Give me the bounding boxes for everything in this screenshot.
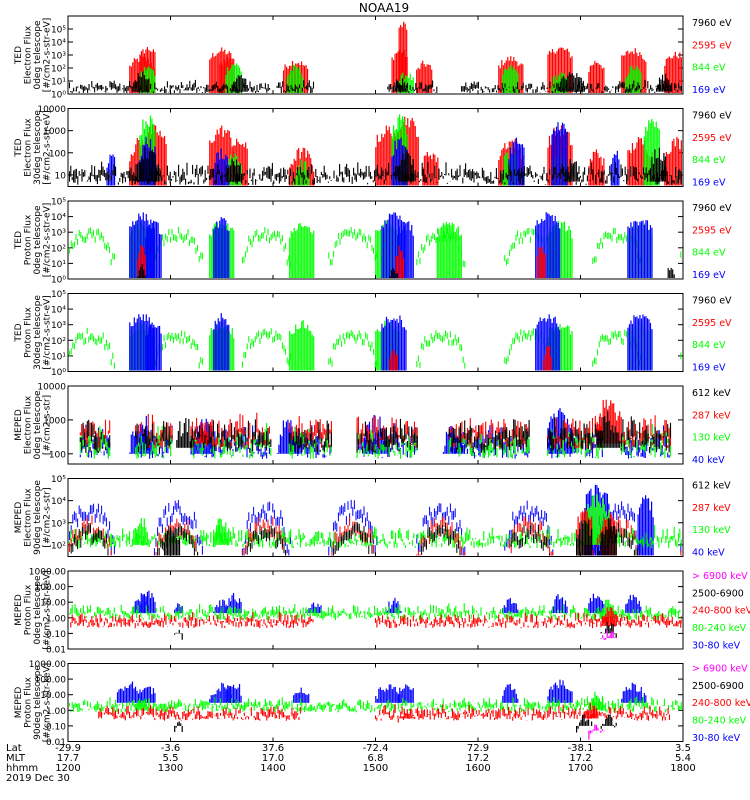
y-tick-label: 10⁰	[51, 91, 66, 101]
legend-entry: 169 eV	[692, 270, 726, 281]
legend-entry: 169 eV	[692, 362, 726, 373]
legend-entry: 287 keV	[692, 503, 731, 514]
y-tick-label: 10³	[51, 519, 66, 529]
series-black	[69, 147, 682, 185]
y-tick-label: 100	[49, 149, 66, 159]
y-axis-label: TEDElectron Flux0deg telescope[#/cm2-s-s…	[14, 18, 53, 93]
legend-entry: 7960 eV	[692, 296, 732, 307]
chart-title: NOAA19	[359, 1, 409, 15]
series-black	[137, 264, 675, 278]
legend-entry: 844 eV	[692, 63, 726, 74]
legend-entry: 2595 eV	[692, 40, 732, 51]
legend-entry: 40 keV	[692, 547, 725, 558]
y-tick-label: 10¹	[51, 352, 66, 362]
legend-entry: 2595 eV	[692, 133, 732, 144]
legend-entry: 7960 eV	[692, 111, 732, 122]
legend-entry: 130 keV	[692, 525, 731, 536]
series-blue	[129, 212, 653, 278]
legend-entry: 2595 eV	[692, 318, 732, 329]
y-axis-label: TEDProton Flux30deg telescope[#/cm2-s-st…	[14, 295, 53, 370]
legend-entry: 844 eV	[692, 340, 726, 351]
legend-entry: 612 keV	[692, 481, 731, 492]
legend-entry: 612 keV	[692, 388, 731, 399]
y-tick-label: 10²	[51, 244, 66, 254]
data-marks	[69, 212, 682, 278]
y-tick-label: 10⁴	[51, 213, 66, 223]
y-axis-label: TEDElectron Flux30deg telescope[#/cm2-s-…	[14, 110, 53, 185]
legend-entry: 7960 eV	[692, 203, 732, 214]
y-tick-label: 10⁴	[51, 39, 66, 49]
y-axis-label: MEPEDElectron Flux0deg telescope[#/cm2-s…	[14, 390, 53, 460]
y-tick-label: 10⁵	[51, 26, 66, 36]
y-tick-label: 10000	[37, 105, 66, 115]
y-tick-label: 10³	[51, 229, 66, 239]
y-tick-label: 10³	[51, 321, 66, 331]
series-black	[69, 71, 682, 93]
y-tick-label: 10³	[51, 52, 66, 62]
y-tick-label: 10⁴	[51, 497, 66, 507]
data-marks	[69, 484, 682, 556]
legend-entry: 169 eV	[692, 85, 726, 96]
y-tick-label: 10⁴	[51, 306, 66, 316]
series-black	[79, 411, 672, 453]
y-tick-label: 100	[49, 450, 66, 460]
y-tick-label: 10⁵	[51, 475, 66, 485]
y-tick-label: 10²	[51, 337, 66, 347]
y-tick-label: 10⁰	[51, 368, 66, 378]
y-tick-label: 1000	[43, 416, 66, 426]
y-tick-label: 10⁵	[51, 290, 66, 300]
y-tick-label: 10⁵	[51, 198, 66, 208]
y-axis-label: TEDProton Flux0deg telescope[#/cm2-s-str…	[14, 203, 53, 278]
data-marks	[69, 21, 682, 93]
data-marks	[69, 313, 682, 371]
legend-entry: 130 keV	[692, 433, 731, 444]
y-tick-label: 10	[55, 171, 67, 181]
data-marks	[79, 399, 672, 459]
y-tick-label: 10¹	[51, 78, 66, 88]
y-tick-label: 10000	[37, 383, 66, 393]
series-red	[389, 345, 552, 371]
y-tick-label: 1000	[43, 127, 66, 137]
legend-entry: 7960 eV	[692, 18, 732, 29]
legend-entry: 844 eV	[692, 155, 726, 166]
y-tick-label: 10¹	[51, 260, 66, 270]
y-tick-label: 10²	[51, 65, 66, 75]
y-tick-label: 10⁰	[51, 276, 66, 286]
legend-entry: 169 eV	[692, 177, 726, 188]
y-tick-label: 10²	[51, 541, 66, 551]
legend-entry: 40 keV	[692, 455, 725, 466]
y-axis-label: MEPEDElectron Flux90deg telescope[#/cm2-…	[14, 480, 53, 555]
legend-entry: 287 keV	[692, 410, 731, 421]
data-marks	[69, 114, 682, 186]
legend-entry: 2595 eV	[692, 225, 732, 236]
legend-entry: 844 eV	[692, 248, 726, 259]
